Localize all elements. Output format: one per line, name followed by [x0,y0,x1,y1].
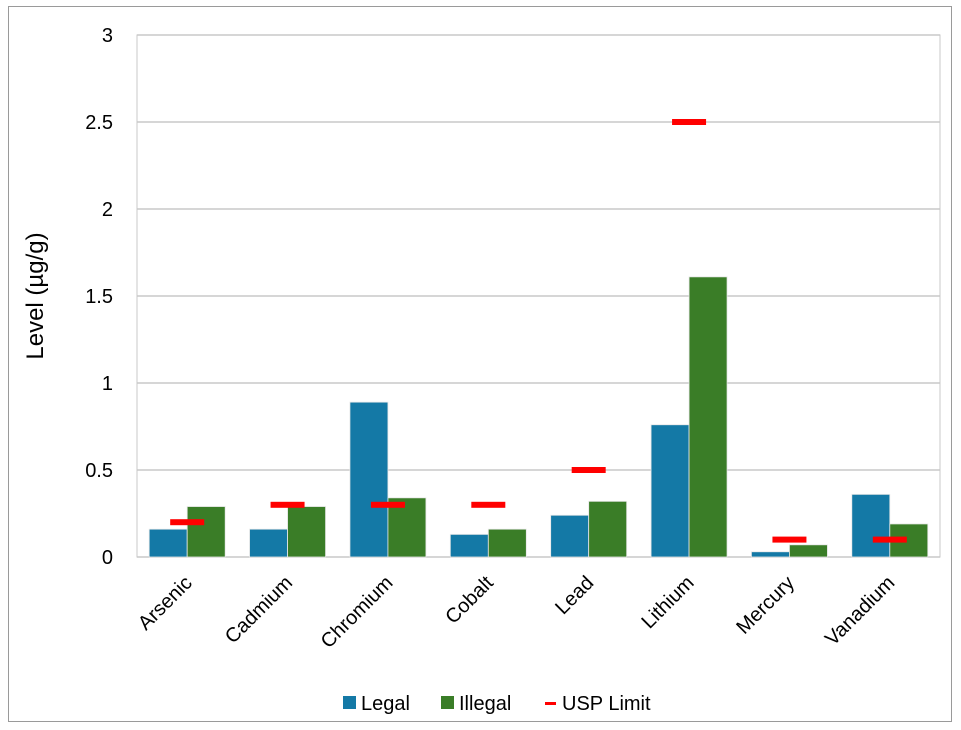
usp-limit-marker-lithium [672,119,707,125]
usp-limit-marker-vanadium [872,536,907,543]
x-category-label: Lithium [637,572,698,633]
bar-legal-chromium [349,401,389,558]
usp-limit-marker-cadmium [270,501,305,508]
bar-legal-cadmium [249,528,288,558]
usp-limit-marker-chromium [370,501,405,508]
bar-illegal-cadmium [287,506,326,558]
y-axis-title: Level (µg/g) [22,232,49,359]
usp-limit-marker-arsenic [170,519,205,526]
x-category-label: Arsenic [134,572,197,635]
y-tick-label: 0 [102,547,113,569]
bar-illegal-lead [588,500,628,558]
legend-swatch-legal [343,696,356,709]
x-category-label: Mercury [732,572,799,639]
bar-legal-vanadium [851,493,891,558]
y-tick-label: 2 [102,199,113,221]
x-category-label: Vanadium [821,572,899,650]
usp-limit-marker-lead [571,467,606,473]
legend-label: USP Limit [562,693,651,715]
y-tick-label: 1.5 [85,286,113,308]
x-category-label: Cadmium [221,572,297,648]
bar-illegal-lithium [688,276,728,558]
legend: Legal Illegal USP Limit [343,693,651,715]
usp-limit-marker-cobalt [471,501,506,508]
legend-swatch-usp-limit [545,702,556,705]
bar-illegal-arsenic [186,506,226,558]
y-tick-label: 2.5 [85,112,113,134]
usp-limit-marker-mercury [772,536,807,543]
usp-limit-markers [170,119,907,543]
bar-legal-arsenic [148,528,188,558]
x-category-label: Chromium [317,572,398,653]
y-tick-label: 3 [102,25,113,47]
bar-legal-cobalt [449,533,489,558]
bar-illegal-cobalt [487,528,527,558]
x-category-label: Cobalt [441,572,498,629]
chart-frame [8,6,952,722]
bar-legal-lead [550,514,590,558]
legend-label: Legal [361,693,410,715]
bar-legal-lithium [650,424,690,558]
x-category-label: Lead [551,572,598,619]
gridlines [137,34,940,558]
legend-label: Illegal [459,693,511,715]
x-category-labels: Arsenic Cadmium Chromium Cobalt Lead Lithium M… [134,572,899,653]
bars [148,276,929,558]
bar-legal-mercury [751,551,790,558]
bar-illegal-mercury [789,544,828,558]
plot-area-border [136,34,941,558]
legend-swatch-illegal [441,696,454,709]
y-tick-label: 1 [102,373,113,395]
y-tick-labels: 0 0.5 1 1.5 2 2.5 3 [85,25,113,569]
y-tick-label: 0.5 [85,460,113,482]
